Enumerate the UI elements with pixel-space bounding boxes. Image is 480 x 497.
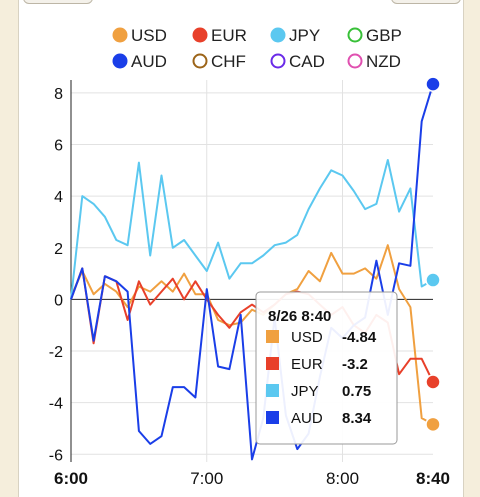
legend-label-eur[interactable]: EUR <box>211 26 247 45</box>
legend-marker-gbp[interactable] <box>347 27 363 43</box>
legend-label-cad[interactable]: CAD <box>289 52 325 71</box>
tooltip-value-aud: 8.34 <box>342 410 372 427</box>
endpoint-marker-aud[interactable] <box>425 76 441 92</box>
y-tick-label: -4 <box>49 396 63 413</box>
endpoint-marker-usd[interactable] <box>425 416 441 433</box>
legend-marker-chf[interactable] <box>192 53 208 69</box>
y-tick-label: 8 <box>54 86 63 103</box>
tooltip-name-aud: AUD <box>291 410 323 427</box>
series-line-jpy[interactable] <box>70 159 434 300</box>
legend-label-usd[interactable]: USD <box>131 26 167 45</box>
tooltip-title: 8/26 8:40 <box>268 308 331 325</box>
legend-label-jpy[interactable]: JPY <box>289 26 320 45</box>
tooltip-value-usd: -4.84 <box>342 329 377 346</box>
tooltip-box <box>255 291 398 445</box>
tooltip-value-jpy: 0.75 <box>342 383 371 400</box>
y-tick-label: 4 <box>54 189 63 206</box>
tooltip-swatch-eur <box>266 357 279 370</box>
endpoint-marker-eur[interactable] <box>425 374 441 390</box>
tooltip-name-usd: USD <box>291 329 323 346</box>
y-tick-label: -2 <box>49 344 63 361</box>
y-tick-label: -6 <box>49 447 63 464</box>
legend-label-nzd[interactable]: NZD <box>366 52 401 71</box>
tooltip-name-eur: EUR <box>291 356 323 373</box>
tooltip-value-eur: -3.2 <box>342 356 368 373</box>
legend-label-chf[interactable]: CHF <box>211 52 246 71</box>
x-tick-label: 8:40 <box>416 469 450 488</box>
series-line-aud[interactable] <box>70 83 434 461</box>
tooltip-swatch-aud <box>266 411 279 424</box>
legend-marker-cad[interactable] <box>270 53 286 69</box>
legend-marker-jpy[interactable] <box>270 27 286 43</box>
legend-marker-usd[interactable] <box>112 27 128 43</box>
legend-label-gbp[interactable]: GBP <box>366 26 402 45</box>
x-tick-label: 7:00 <box>190 469 223 488</box>
y-tick-label: 2 <box>54 241 63 258</box>
tooltip-swatch-usd <box>266 330 279 343</box>
legend-marker-eur[interactable] <box>192 27 208 43</box>
endpoint-marker-jpy[interactable] <box>425 272 441 288</box>
y-tick-label: 6 <box>54 138 63 155</box>
legend-marker-nzd[interactable] <box>347 53 363 69</box>
tooltip-name-jpy: JPY <box>291 383 319 400</box>
legend-label-aud[interactable]: AUD <box>131 52 167 71</box>
x-tick-label: 8:00 <box>326 469 359 488</box>
tooltip-swatch-jpy <box>266 384 279 397</box>
y-tick-label: 0 <box>54 292 63 309</box>
legend-marker-aud[interactable] <box>112 53 128 69</box>
x-tick-label: 6:00 <box>54 469 88 488</box>
